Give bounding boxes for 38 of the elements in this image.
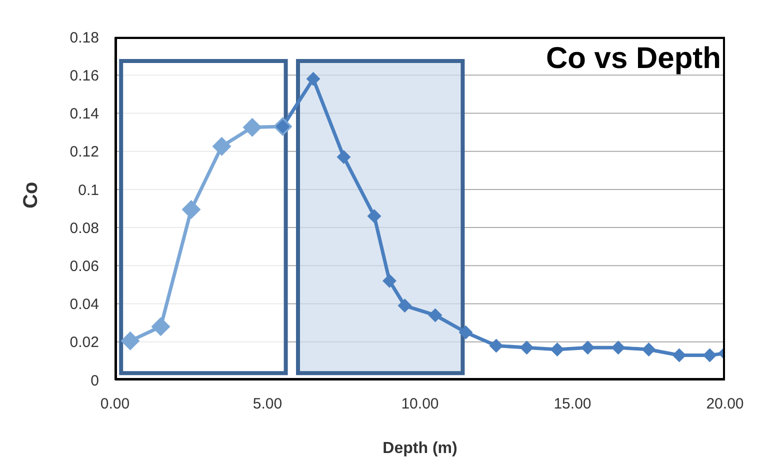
point	[120, 331, 140, 350]
y-axis-title: Co	[20, 182, 42, 208]
x-tick-label: 5.00	[252, 396, 282, 413]
point	[242, 118, 262, 137]
x-axis-title: Depth (m)	[382, 440, 458, 457]
y-tick-label: 0.04	[70, 296, 99, 314]
point	[212, 136, 232, 156]
y-tick-label: 0.06	[70, 258, 99, 275]
y-tick-label: 0.02	[70, 334, 99, 352]
x-tick-label: 10.00	[401, 396, 439, 413]
point	[489, 338, 504, 353]
y-tick-label: 0.08	[70, 220, 99, 237]
y-tick-label: 0.16	[70, 67, 99, 84]
x-tick-label: 15.00	[554, 396, 592, 413]
point	[458, 325, 473, 340]
chart-title: Co vs Depth	[546, 42, 721, 76]
y-tick-label: 0.1	[78, 182, 99, 199]
y-tick-label: 0.18	[70, 29, 99, 46]
y-tick-label: 0.14	[70, 106, 99, 123]
point	[367, 209, 382, 224]
point	[550, 342, 564, 357]
point	[151, 317, 170, 336]
x-tick-label: 20.00	[706, 396, 744, 413]
point	[642, 342, 656, 357]
point	[702, 348, 717, 362]
point	[382, 274, 396, 288]
point	[398, 298, 412, 313]
point	[611, 340, 626, 355]
point	[580, 340, 595, 355]
point	[306, 72, 320, 86]
y-tick-label: 0.12	[70, 144, 99, 161]
point	[672, 348, 686, 362]
point	[520, 340, 534, 355]
point	[336, 150, 351, 164]
point	[428, 308, 442, 322]
x-tick-label: 0.00	[100, 396, 130, 413]
point	[182, 200, 201, 219]
y-tick-label: 0	[90, 372, 99, 390]
